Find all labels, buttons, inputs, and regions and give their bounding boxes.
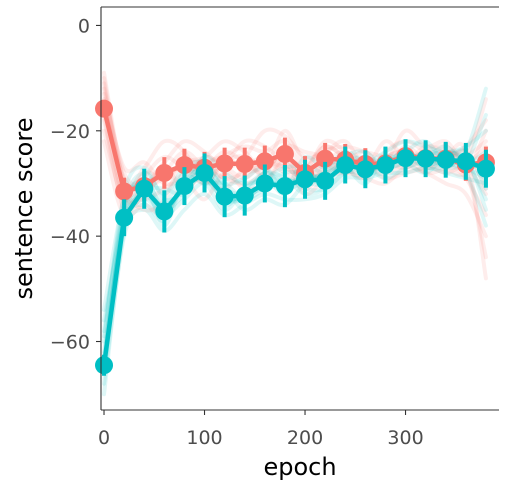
data-point (115, 182, 134, 201)
data-point (476, 159, 495, 178)
x-axis-title: epoch (263, 453, 336, 481)
data-point (336, 156, 355, 175)
data-point (95, 356, 114, 375)
data-point (175, 177, 194, 196)
data-point (155, 202, 174, 221)
trace-line-1-2 (102, 154, 488, 376)
data-point (296, 170, 315, 189)
data-point (376, 156, 395, 175)
y-tick-label: −60 (50, 332, 90, 354)
data-point (95, 99, 114, 118)
data-point (195, 163, 214, 182)
data-point (456, 152, 475, 171)
y-tick-label: −20 (50, 121, 90, 143)
data-point (436, 150, 455, 169)
data-point (235, 154, 254, 173)
data-point (215, 154, 234, 173)
data-point (396, 149, 415, 168)
y-tick-label: −40 (50, 226, 90, 248)
series-1 (95, 139, 495, 376)
y-tick-label: 0 (78, 15, 90, 37)
data-point (115, 208, 134, 227)
data-point (175, 156, 194, 175)
y-axis-ticks: 0 −20 −40 −60 (50, 15, 101, 354)
x-tick-label: 300 (387, 427, 423, 449)
data-point (275, 144, 294, 163)
data-point (215, 187, 234, 206)
data-point (316, 171, 335, 190)
data-point (255, 152, 274, 171)
x-tick-label: 200 (287, 427, 323, 449)
mean-series (95, 99, 495, 376)
data-point (356, 160, 375, 179)
data-point (416, 149, 435, 168)
data-point (235, 186, 254, 205)
data-point (316, 149, 335, 168)
data-point (135, 179, 154, 198)
replicate-traces (102, 70, 488, 397)
x-tick-label: 100 (186, 427, 222, 449)
data-point (255, 174, 274, 193)
data-point (155, 163, 174, 182)
data-point (275, 177, 294, 196)
y-axis-title: sentence score (10, 118, 38, 300)
trace-line-1-4 (102, 165, 488, 386)
axes: 0 100 200 300 0 −20 −40 −60 (50, 6, 499, 449)
x-tick-label: 0 (98, 427, 110, 449)
x-axis-ticks: 0 100 200 300 (98, 410, 424, 449)
